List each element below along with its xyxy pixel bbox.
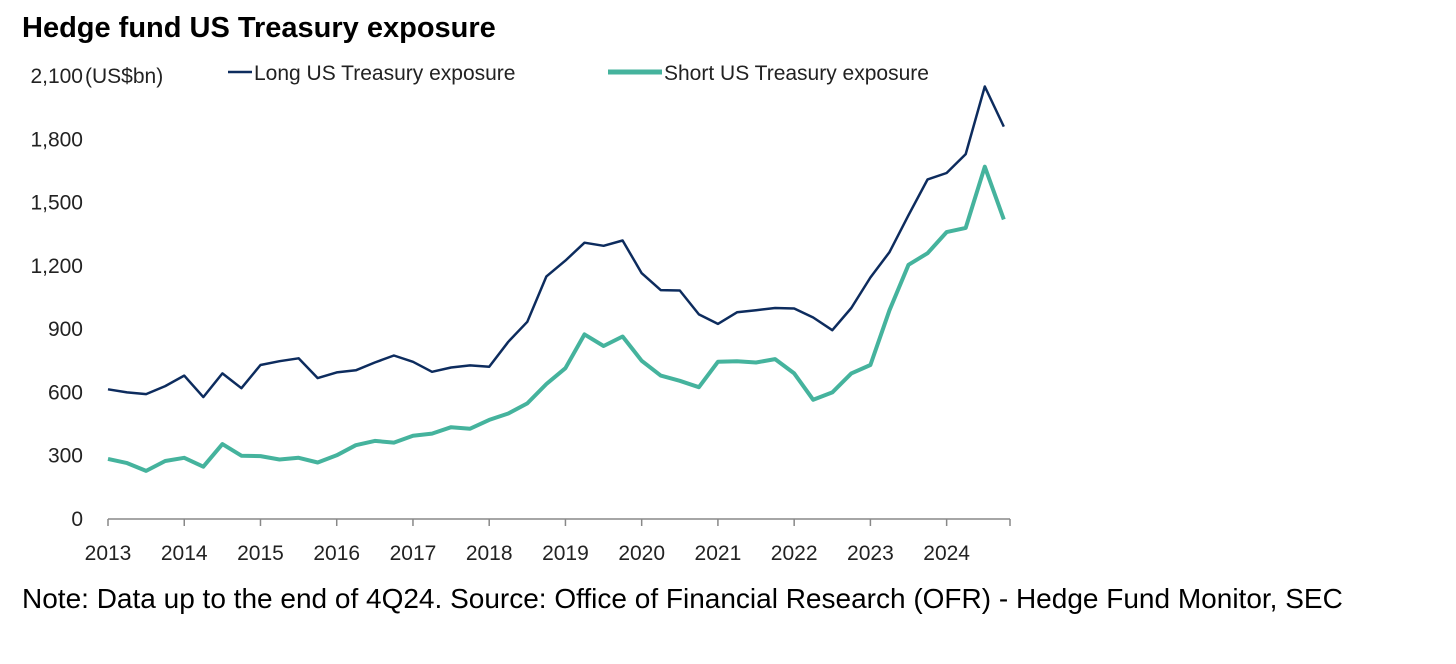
x-tick-label: 2015 [237, 542, 284, 565]
legend-label: Short US Treasury exposure [664, 62, 929, 85]
y-tick-label: 1,800 [30, 128, 83, 151]
y-tick-label: 1,200 [30, 255, 83, 278]
series-line-short [107, 164, 1006, 473]
x-tick-label: 2024 [923, 542, 970, 565]
x-tick-label: 2022 [771, 542, 818, 565]
y-tick-label: 600 [48, 381, 83, 404]
y-tick-label: 0 [71, 508, 83, 531]
x-tick-label: 2013 [85, 542, 132, 565]
x-tick-label: 2016 [313, 542, 360, 565]
x-tick-label: 2017 [390, 542, 437, 565]
series-line-long [107, 85, 1005, 399]
y-tick-label: 1,500 [30, 192, 83, 215]
x-tick-label: 2021 [695, 542, 742, 565]
legend-label: Long US Treasury exposure [254, 62, 515, 85]
y-axis-unit-label: (US$bn) [85, 65, 163, 88]
source-note: Note: Data up to the end of 4Q24. Source… [22, 583, 1343, 614]
x-tick-label: 2014 [161, 542, 208, 565]
x-tick-label: 2018 [466, 542, 513, 565]
x-tick-label: 2020 [618, 542, 665, 565]
chart-title: Hedge fund US Treasury exposure [22, 12, 496, 44]
y-tick-label: 2,100 [30, 65, 83, 88]
x-tick-label: 2019 [542, 542, 589, 565]
x-tick-label: 2023 [847, 542, 894, 565]
y-tick-label: 900 [48, 318, 83, 341]
y-tick-label: 300 [48, 445, 83, 468]
